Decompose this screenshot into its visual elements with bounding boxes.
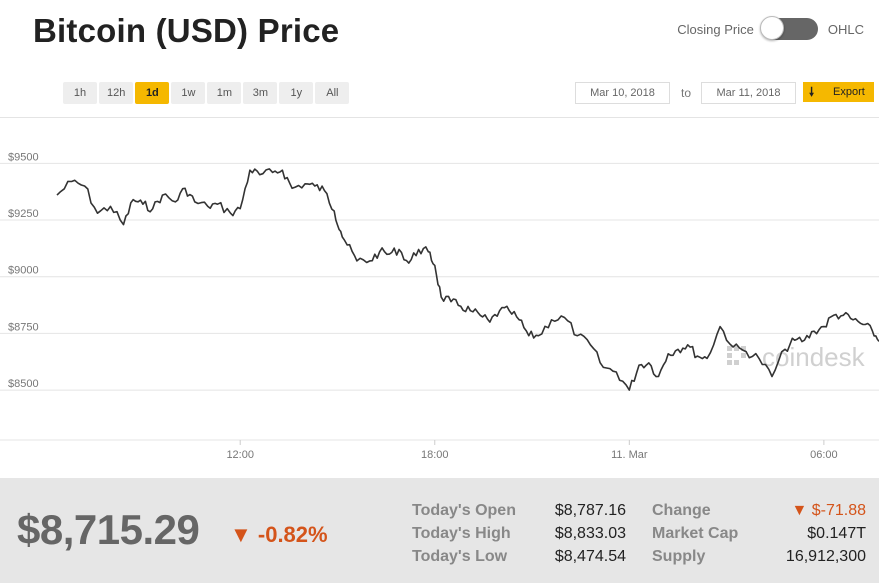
chart-mode-toggle-group: Closing Price OHLC — [677, 16, 864, 40]
y-tick-label: $8500 — [8, 378, 39, 390]
range-button-1w[interactable]: 1w — [171, 82, 206, 104]
watermark-text: coindesk — [762, 342, 866, 372]
y-tick-label: $9250 — [8, 208, 39, 220]
closing-price-label: Closing Price — [677, 21, 754, 37]
today-low-value: $8,474.54 — [554, 548, 626, 565]
range-button-3m[interactable]: 3m — [243, 82, 278, 104]
chart-top-divider — [0, 117, 879, 118]
range-button-1h[interactable]: 1h — [63, 82, 97, 104]
range-button-1d[interactable]: 1d — [135, 82, 170, 104]
price-series-line — [56, 168, 879, 391]
x-axis: 12:00 18:00 11. Mar 06:00 — [0, 439, 879, 461]
y-tick-label: $8750 — [8, 321, 39, 333]
today-open-label: Today's Open — [412, 502, 516, 519]
coindesk-watermark: coindesk — [727, 342, 866, 372]
chart-grid — [0, 162, 879, 391]
x-tick-label: 18:00 — [421, 449, 449, 461]
export-button[interactable]: 🠗 Export — [803, 82, 874, 102]
range-button-1y[interactable]: 1y — [279, 82, 314, 104]
page-title: Bitcoin (USD) Price — [33, 12, 340, 49]
date-to-input[interactable]: Mar 11, 2018 — [701, 82, 796, 104]
today-low-label: Today's Low — [412, 548, 508, 565]
today-high-value: $8,833.03 — [554, 525, 626, 542]
x-tick-label: 12:00 — [226, 449, 254, 461]
x-tick-label: 11. Mar — [611, 449, 648, 461]
ohlc-label: OHLC — [827, 21, 864, 37]
supply-label: Supply — [652, 548, 706, 565]
change-percent: ▼ -0.82% — [230, 522, 328, 547]
range-button-1m[interactable]: 1m — [207, 82, 242, 104]
supply-value: 16,912,300 — [785, 548, 866, 565]
today-high-label: Today's High — [412, 525, 511, 542]
price-summary-panel: $8,715.29 ▼ -0.82% Today's Open $8,787.1… — [0, 478, 879, 583]
date-to-separator: to — [681, 86, 692, 100]
range-button-12h[interactable]: 12h — [99, 82, 134, 104]
market-cap-label: Market Cap — [652, 525, 739, 542]
y-tick-label: $9500 — [8, 151, 39, 163]
price-chart: $9500 $9250 $9000 $8750 $8500 12:00 18:00 11. … — [0, 151, 879, 461]
chart-mode-toggle[interactable] — [759, 16, 818, 40]
y-axis: $9500 $9250 $9000 $8750 $8500 — [8, 151, 39, 390]
toggle-knob[interactable] — [759, 16, 784, 40]
download-arrow-icon: 🠗 — [809, 85, 815, 99]
range-button-all[interactable]: All — [315, 82, 350, 104]
today-open-value: $8,787.16 — [554, 502, 626, 519]
coindesk-logo-icon — [727, 346, 746, 365]
x-tick-label: 06:00 — [810, 449, 838, 461]
current-price: $8,715.29 — [17, 506, 200, 553]
change-value: ▼ $-71.88 — [791, 502, 866, 519]
market-cap-value: $0.147T — [807, 525, 866, 542]
y-tick-label: $9000 — [8, 265, 39, 277]
date-from-input[interactable]: Mar 10, 2018 — [575, 82, 670, 104]
export-label: Export — [833, 86, 865, 98]
range-selector: 1h 12h 1d 1w 1m 3m 1y All — [63, 82, 350, 104]
change-label: Change — [652, 502, 711, 519]
